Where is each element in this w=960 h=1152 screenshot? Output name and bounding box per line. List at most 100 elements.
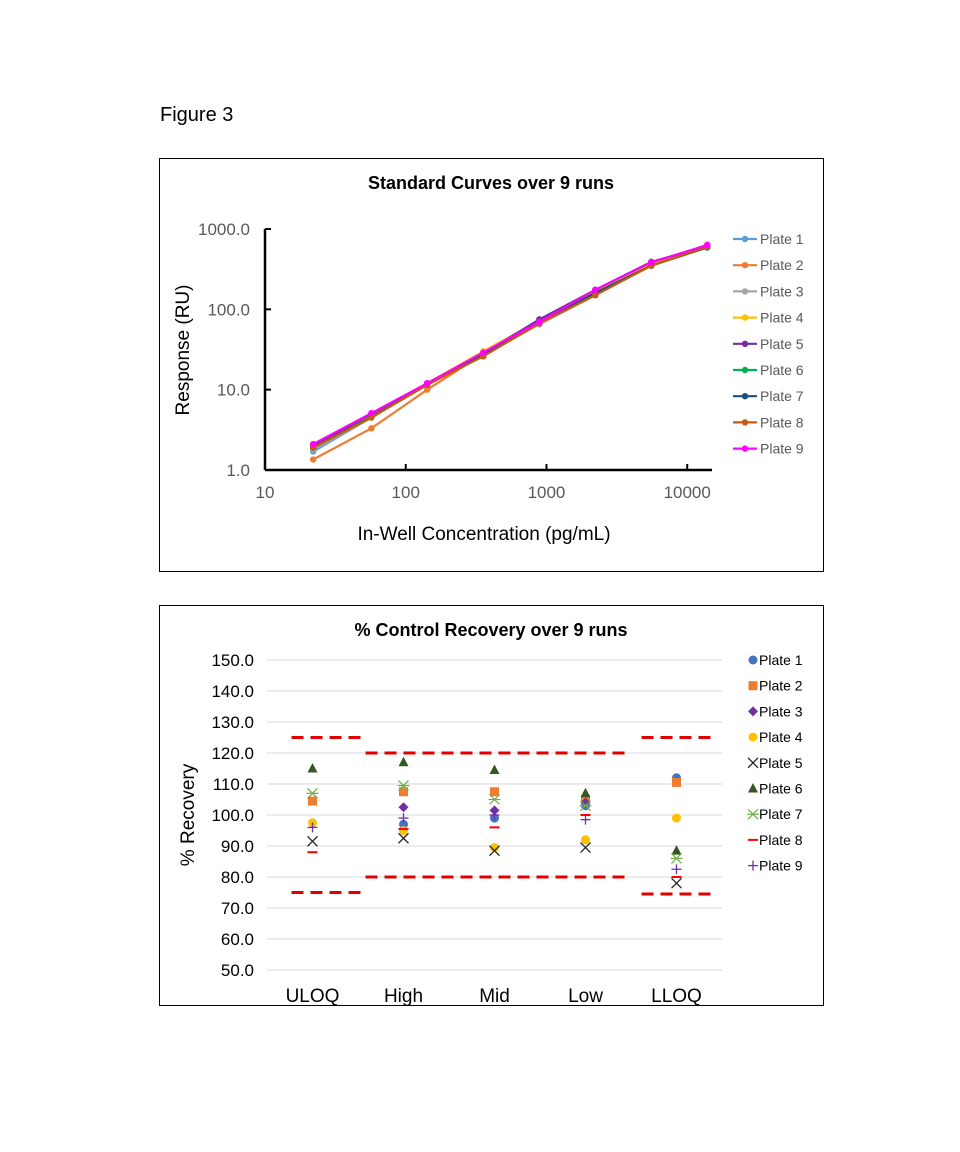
legend-label: Plate 6 — [760, 362, 804, 378]
data-point — [648, 259, 655, 266]
legend-label: Plate 1 — [759, 652, 803, 668]
data-point — [490, 843, 499, 853]
y-tick-label: 10.0 — [217, 381, 250, 400]
legend-item-plate-1: Plate 1 — [733, 231, 804, 247]
legend-label: Plate 1 — [760, 231, 804, 247]
data-point — [536, 318, 543, 325]
legend-item-plate-3: Plate 3 — [733, 283, 804, 299]
legend-label: Plate 4 — [759, 729, 803, 745]
y-tick-label: 50.0 — [221, 961, 254, 980]
data-point — [671, 864, 682, 875]
data-point — [423, 380, 431, 387]
data-point — [398, 756, 409, 767]
data-point — [748, 732, 758, 742]
data-point — [397, 780, 410, 791]
data-point — [747, 757, 759, 769]
data-point — [592, 286, 599, 294]
data-point — [747, 808, 759, 820]
legend-label: Plate 2 — [759, 678, 803, 694]
figure-label: Figure 3 — [160, 104, 234, 126]
data-point — [480, 349, 487, 356]
data-point — [580, 787, 591, 798]
data-point — [704, 241, 711, 249]
data-point — [489, 845, 500, 857]
data-point — [489, 810, 500, 820]
series-plate-8 — [307, 814, 682, 878]
legend-marker — [741, 393, 749, 400]
legend-label: Plate 7 — [759, 806, 803, 822]
series-plate-1 — [399, 773, 681, 829]
series-line — [312, 245, 708, 453]
legend-label: Plate 3 — [760, 283, 804, 299]
series-plate-9 — [309, 241, 711, 448]
legend-item-plate-8: Plate 8 — [733, 414, 804, 430]
data-point — [398, 832, 409, 844]
series-plate-2 — [308, 777, 681, 806]
data-point — [306, 787, 319, 799]
series-line — [312, 244, 708, 446]
series-plate-7 — [306, 780, 683, 864]
data-point — [672, 777, 681, 787]
legend-marker — [741, 314, 749, 321]
y-tick-label: 1000.0 — [198, 220, 250, 239]
data-point — [398, 802, 409, 813]
legend-marker — [741, 288, 749, 295]
legend-item-plate-5: Plate 5 — [733, 336, 804, 352]
y-tick-label: 140.0 — [211, 682, 254, 701]
legend-label: Plate 5 — [760, 336, 804, 352]
legend-marker — [741, 419, 749, 426]
series-line — [312, 245, 708, 449]
legend-marker — [741, 445, 749, 452]
x-category-label: Mid — [479, 986, 510, 1005]
data-point — [307, 763, 318, 773]
data-point — [580, 842, 591, 854]
y-tick-label: 150.0 — [211, 651, 254, 670]
chart-title: % Control Recovery over 9 runs — [354, 620, 627, 640]
legend-item-plate-6: Plate 6 — [733, 362, 804, 378]
legend-item-plate-7: Plate 7 — [733, 388, 804, 404]
data-point — [307, 835, 318, 847]
control-recovery-chart-panel: % Control Recovery over 9 runs 150.0 140.0… — [159, 605, 824, 1006]
y-tick-label: 60.0 — [221, 930, 254, 949]
series-plate-8 — [309, 243, 711, 451]
legend-item-plate-5: Plate 5 — [747, 755, 803, 771]
series-plate-1 — [309, 243, 711, 455]
legend-label: Plate 8 — [759, 832, 803, 848]
data-point — [309, 440, 317, 448]
data-point — [489, 764, 500, 775]
x-category-label: ULOQ — [286, 986, 340, 1005]
series-plate-3 — [309, 243, 711, 453]
data-point — [398, 813, 409, 824]
standard-curves-chart: Standard Curves over 9 runs 1.0 10.0 100.0 1… — [173, 173, 804, 545]
legend-item-plate-4: Plate 4 — [748, 729, 803, 745]
y-tick-label: 90.0 — [221, 837, 254, 856]
y-tick-label: 70.0 — [221, 899, 254, 918]
data-point — [581, 835, 590, 845]
x-tick-label: 10 — [256, 483, 275, 502]
y-tick-label: 110.0 — [213, 775, 254, 794]
data-point — [488, 794, 501, 805]
x-tick-label: 10000 — [664, 483, 711, 502]
data-point — [368, 409, 375, 417]
y-tick-label: 80.0 — [221, 868, 254, 887]
chart-title: Standard Curves over 9 runs — [368, 173, 614, 193]
x-axis-label: In-Well Concentration (pg/mL) — [357, 524, 610, 545]
legend-item-plate-2: Plate 2 — [748, 678, 803, 694]
legend-item-plate-2: Plate 2 — [733, 257, 804, 273]
data-point — [748, 783, 758, 793]
legend-label: Plate 2 — [760, 257, 804, 273]
data-point — [399, 787, 408, 797]
legend-item-plate-4: Plate 4 — [733, 310, 804, 326]
data-point — [748, 860, 758, 871]
legend-marker — [741, 366, 749, 374]
series-plate-2 — [309, 241, 711, 463]
legend-label: Plate 4 — [760, 310, 804, 326]
legend-item-plate-9: Plate 9 — [748, 858, 803, 874]
y-axis-label: Response (RU) — [173, 285, 194, 416]
data-point — [748, 706, 758, 717]
y-tick-label: 100.0 — [211, 806, 254, 825]
data-point — [672, 813, 681, 823]
legend-label: Plate 6 — [759, 781, 803, 797]
x-category-label: High — [384, 986, 423, 1005]
data-point — [671, 877, 682, 889]
